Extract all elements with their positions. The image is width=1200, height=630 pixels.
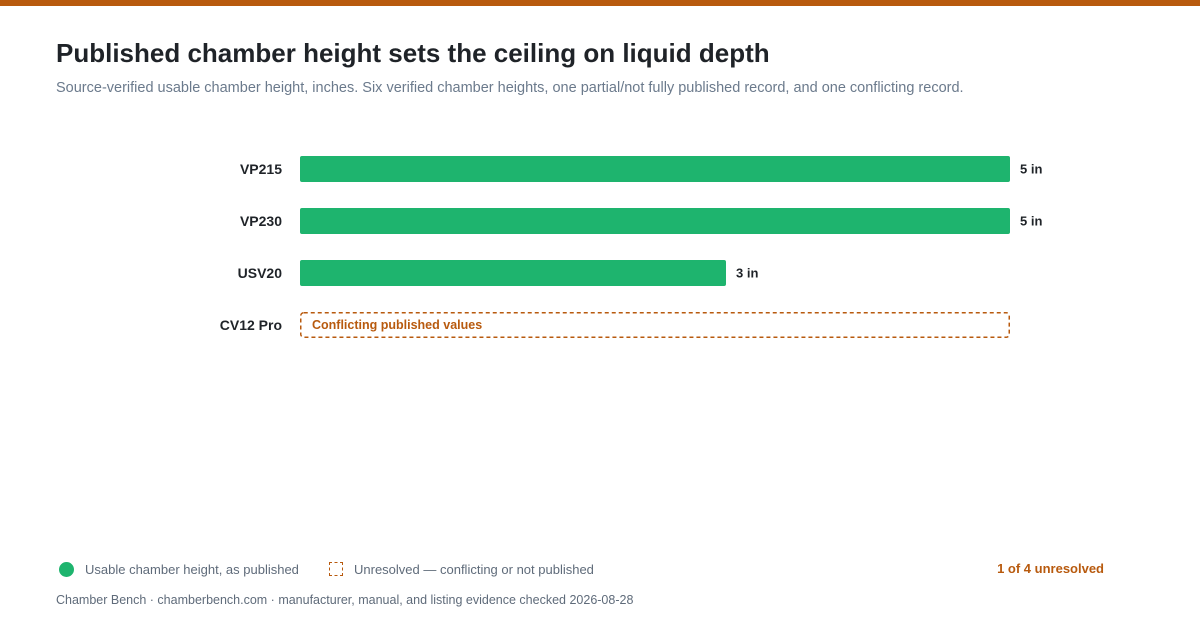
page-subtitle: Source-verified usable chamber height, i… [56,80,964,96]
legend-item-unresolved: Unresolved — conflicting or not publishe… [329,560,594,578]
bar-chart: VP215 5 in VP230 5 in USV20 3 in CV12 Pro Confl… [220,156,1042,338]
bar [300,208,1010,234]
bar-value-label: 5 in [1020,162,1042,177]
bar [300,156,1010,182]
category-label: VP230 [240,213,282,229]
bar-value-label: 3 in [736,266,758,281]
accent-bar [0,0,1200,6]
category-label: USV20 [238,265,283,281]
bar [300,260,726,286]
legend-item-verified: Usable chamber height, as published [59,560,299,578]
category-label: CV12 Pro [220,317,282,333]
bar-value-label: 5 in [1020,214,1042,229]
unresolved-count: 1 of 4 unresolved [997,561,1104,576]
legend-dot-icon [59,561,74,577]
footer-source: Chamber Bench · chamberbench.com · manuf… [56,593,634,607]
legend-dashed-square-icon [329,562,343,576]
unresolved-bar-outline [300,312,1010,338]
legend-label-unresolved: Unresolved — conflicting or not publishe… [354,561,594,577]
legend-label-verified: Usable chamber height, as published [85,561,299,577]
page-title: Published chamber height sets the ceilin… [56,38,770,68]
unresolved-label: Conflicting published values [312,318,482,332]
category-label: VP215 [240,161,282,177]
